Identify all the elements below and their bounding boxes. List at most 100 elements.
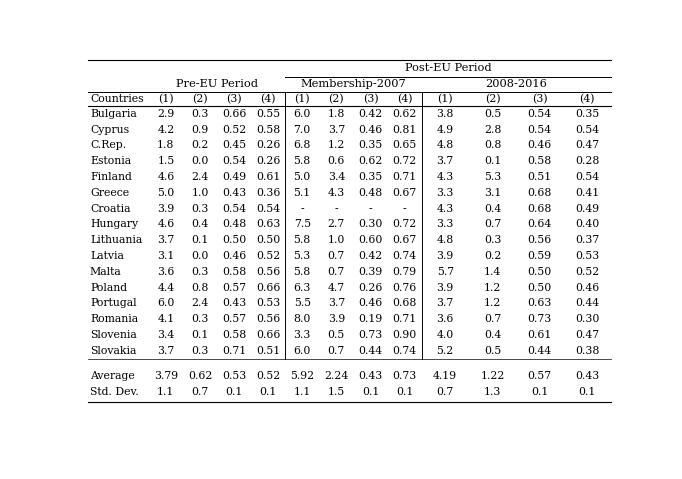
Text: 0.66: 0.66 [256, 330, 280, 340]
Text: 0.48: 0.48 [358, 188, 383, 198]
Text: 0.52: 0.52 [256, 251, 280, 261]
Text: 0.8: 0.8 [484, 140, 501, 150]
Text: 0.35: 0.35 [358, 140, 383, 150]
Text: 0.64: 0.64 [528, 219, 552, 229]
Text: 0.63: 0.63 [528, 298, 552, 308]
Text: 3.7: 3.7 [158, 235, 175, 245]
Text: 5.0: 5.0 [294, 172, 311, 182]
Text: 0.26: 0.26 [358, 283, 383, 293]
Text: Malta: Malta [90, 267, 121, 277]
Text: 0.50: 0.50 [528, 283, 552, 293]
Text: 0.26: 0.26 [256, 140, 280, 150]
Text: 0.41: 0.41 [575, 188, 599, 198]
Text: 0.7: 0.7 [192, 387, 209, 397]
Text: 0.35: 0.35 [575, 109, 599, 119]
Text: 5.0: 5.0 [158, 188, 175, 198]
Text: 0.66: 0.66 [222, 109, 246, 119]
Text: 0.5: 0.5 [484, 346, 501, 356]
Text: 0.55: 0.55 [256, 109, 280, 119]
Text: 0.43: 0.43 [222, 188, 246, 198]
Text: 0.44: 0.44 [358, 346, 383, 356]
Text: 0.52: 0.52 [256, 372, 280, 381]
Text: Cyprus: Cyprus [90, 125, 129, 135]
Text: 2.4: 2.4 [192, 172, 209, 182]
Text: 0.52: 0.52 [222, 125, 246, 135]
Text: 3.79: 3.79 [153, 372, 178, 381]
Text: 0.1: 0.1 [484, 156, 501, 166]
Text: 0.9: 0.9 [192, 125, 209, 135]
Text: 0.58: 0.58 [222, 330, 246, 340]
Text: 4.3: 4.3 [436, 172, 454, 182]
Text: 0.42: 0.42 [358, 251, 383, 261]
Text: 0.2: 0.2 [191, 140, 209, 150]
Text: (3): (3) [532, 94, 548, 104]
Text: 0.35: 0.35 [358, 172, 383, 182]
Text: 4.8: 4.8 [436, 235, 454, 245]
Text: 0.48: 0.48 [222, 219, 246, 229]
Text: -: - [403, 204, 406, 214]
Text: (2): (2) [329, 94, 344, 104]
Text: 4.3: 4.3 [436, 204, 454, 214]
Text: 0.38: 0.38 [575, 346, 599, 356]
Text: 0.7: 0.7 [436, 387, 454, 397]
Text: 5.92: 5.92 [290, 372, 314, 381]
Text: (4): (4) [397, 94, 413, 104]
Text: (1): (1) [158, 94, 174, 104]
Text: 0.1: 0.1 [259, 387, 277, 397]
Text: 0.73: 0.73 [358, 330, 383, 340]
Text: Bulgaria: Bulgaria [90, 109, 136, 119]
Text: 2008-2016: 2008-2016 [485, 80, 547, 90]
Text: 0.42: 0.42 [358, 109, 383, 119]
Text: 1.5: 1.5 [158, 156, 175, 166]
Text: 3.3: 3.3 [436, 188, 454, 198]
Text: -: - [301, 204, 304, 214]
Text: 0.81: 0.81 [392, 125, 417, 135]
Text: 0.1: 0.1 [191, 235, 209, 245]
Text: 3.1: 3.1 [484, 188, 501, 198]
Text: (1): (1) [437, 94, 453, 104]
Text: 0.7: 0.7 [328, 251, 345, 261]
Text: Portugal: Portugal [90, 298, 136, 308]
Text: 7.0: 7.0 [294, 125, 311, 135]
Text: Romania: Romania [90, 314, 138, 324]
Text: 0.68: 0.68 [528, 188, 552, 198]
Text: 0.53: 0.53 [575, 251, 599, 261]
Text: 0.61: 0.61 [528, 330, 552, 340]
Text: 0.62: 0.62 [392, 109, 417, 119]
Text: 0.52: 0.52 [575, 267, 599, 277]
Text: 5.3: 5.3 [294, 251, 311, 261]
Text: 0.74: 0.74 [392, 251, 417, 261]
Text: 0.56: 0.56 [256, 267, 280, 277]
Text: 0.1: 0.1 [361, 387, 379, 397]
Text: 4.6: 4.6 [158, 172, 175, 182]
Text: 0.30: 0.30 [575, 314, 599, 324]
Text: 0.56: 0.56 [256, 314, 280, 324]
Text: 0.4: 0.4 [192, 219, 209, 229]
Text: 0.3: 0.3 [191, 109, 209, 119]
Text: 3.9: 3.9 [436, 251, 454, 261]
Text: Slovenia: Slovenia [90, 330, 136, 340]
Text: 0.62: 0.62 [358, 156, 383, 166]
Text: 1.3: 1.3 [484, 387, 501, 397]
Text: 0.44: 0.44 [528, 346, 552, 356]
Text: 3.7: 3.7 [158, 346, 175, 356]
Text: 1.0: 1.0 [327, 235, 345, 245]
Text: 2.9: 2.9 [158, 109, 175, 119]
Text: 0.2: 0.2 [484, 251, 501, 261]
Text: 0.54: 0.54 [528, 125, 552, 135]
Text: 1.2: 1.2 [327, 140, 345, 150]
Text: 0.7: 0.7 [484, 314, 501, 324]
Text: 0.54: 0.54 [575, 125, 599, 135]
Text: 0.43: 0.43 [222, 298, 246, 308]
Text: 5.2: 5.2 [436, 346, 454, 356]
Text: (1): (1) [295, 94, 310, 104]
Text: 0.1: 0.1 [225, 387, 243, 397]
Text: 0.72: 0.72 [392, 156, 417, 166]
Text: 3.7: 3.7 [436, 298, 454, 308]
Text: 3.8: 3.8 [436, 109, 454, 119]
Text: 0.51: 0.51 [528, 172, 552, 182]
Text: 3.7: 3.7 [328, 125, 345, 135]
Text: 1.22: 1.22 [480, 372, 505, 381]
Text: (4): (4) [261, 94, 276, 104]
Text: 3.7: 3.7 [328, 298, 345, 308]
